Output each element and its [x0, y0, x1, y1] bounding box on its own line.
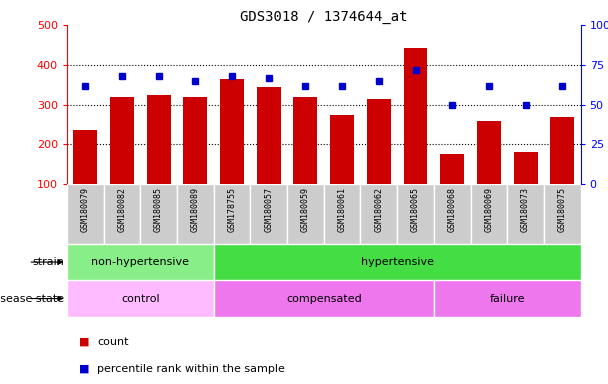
Bar: [220, 79, 244, 184]
Bar: [550, 118, 574, 184]
Bar: [213, 184, 250, 244]
Bar: [471, 184, 507, 244]
Bar: [477, 121, 501, 184]
Bar: [323, 184, 361, 244]
Bar: [294, 97, 317, 184]
Text: compensated: compensated: [286, 293, 362, 304]
Text: GSM180073: GSM180073: [521, 187, 530, 232]
Bar: [287, 184, 323, 244]
Text: GSM180065: GSM180065: [411, 187, 420, 232]
Bar: [434, 280, 581, 317]
Bar: [184, 97, 207, 184]
Text: GSM180062: GSM180062: [375, 187, 383, 232]
Bar: [257, 87, 281, 184]
Text: hypertensive: hypertensive: [361, 257, 434, 267]
Bar: [213, 244, 581, 280]
Text: control: control: [121, 293, 159, 304]
Text: strain: strain: [32, 257, 64, 267]
Text: ■: ■: [79, 364, 89, 374]
Bar: [330, 114, 354, 184]
Bar: [177, 184, 213, 244]
Bar: [67, 244, 213, 280]
Bar: [74, 130, 97, 184]
Text: GSM180085: GSM180085: [154, 187, 163, 232]
Bar: [103, 184, 140, 244]
Text: GSM180089: GSM180089: [191, 187, 200, 232]
Text: GSM180082: GSM180082: [117, 187, 126, 232]
Text: GSM180075: GSM180075: [558, 187, 567, 232]
Text: ■: ■: [79, 337, 89, 347]
Text: GSM180059: GSM180059: [301, 187, 310, 232]
Bar: [213, 280, 434, 317]
Text: failure: failure: [489, 293, 525, 304]
Text: percentile rank within the sample: percentile rank within the sample: [97, 364, 285, 374]
Text: GSM180061: GSM180061: [337, 187, 347, 232]
Bar: [367, 99, 391, 184]
Text: GDS3018 / 1374644_at: GDS3018 / 1374644_at: [240, 10, 407, 23]
Bar: [140, 184, 177, 244]
Text: GSM180068: GSM180068: [447, 187, 457, 232]
Bar: [544, 184, 581, 244]
Text: count: count: [97, 337, 129, 347]
Bar: [67, 184, 103, 244]
Text: GSM180079: GSM180079: [81, 187, 90, 232]
Bar: [404, 48, 427, 184]
Bar: [67, 280, 213, 317]
Bar: [250, 184, 287, 244]
Text: disease state: disease state: [0, 293, 64, 304]
Text: non-hypertensive: non-hypertensive: [91, 257, 189, 267]
Bar: [440, 154, 464, 184]
Text: GSM180069: GSM180069: [485, 187, 494, 232]
Bar: [507, 184, 544, 244]
Bar: [434, 184, 471, 244]
Text: GSM178755: GSM178755: [227, 187, 237, 232]
Bar: [110, 97, 134, 184]
Bar: [361, 184, 397, 244]
Text: GSM180057: GSM180057: [264, 187, 273, 232]
Bar: [397, 184, 434, 244]
Bar: [147, 95, 171, 184]
Bar: [514, 152, 537, 184]
